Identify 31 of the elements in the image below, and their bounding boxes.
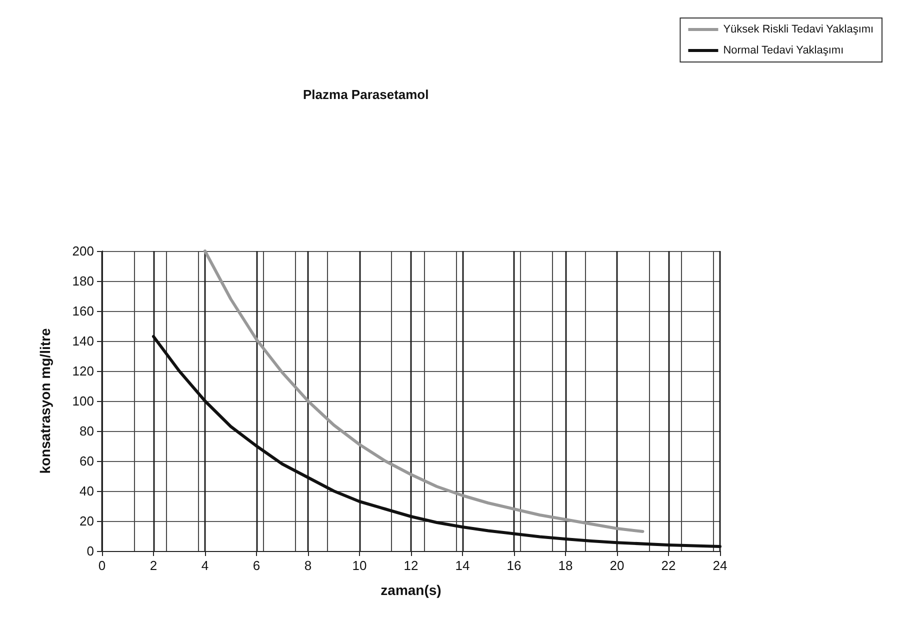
x-tick-label: 22 (661, 558, 676, 573)
legend-label: Normal Tedavi Yaklaşımı (723, 44, 844, 56)
y-tick-label: 140 (72, 334, 94, 348)
x-tick-label: 24 (712, 558, 728, 573)
y-tick-label: 160 (72, 304, 94, 318)
y-axis-title: konsatrasyon mg/litre (37, 328, 53, 474)
y-tick-label: 120 (72, 364, 94, 378)
x-tick-label: 14 (455, 558, 470, 573)
x-tick-label: 4 (201, 558, 209, 573)
x-tick-label: 0 (98, 558, 106, 573)
y-tick-label: 0 (86, 544, 94, 558)
y-tick-label: 100 (72, 394, 94, 408)
x-tick-label: 2 (150, 558, 158, 573)
x-tick-label: 8 (304, 558, 312, 573)
x-tick-label: 12 (404, 558, 418, 573)
x-tick-label: 10 (352, 558, 367, 573)
line-series (204, 250, 644, 533)
line-series (152, 335, 722, 548)
x-tick-label: 16 (506, 558, 522, 573)
chart-title: Plazma Parasetamol (303, 87, 429, 102)
x-tick-label: 20 (610, 558, 624, 573)
x-tick-label: 18 (558, 558, 573, 573)
y-tick-label: 200 (72, 244, 94, 258)
x-tick-label: 6 (252, 558, 260, 573)
legend-label: Yüksek Riskli Tedavi Yaklaşımı (723, 24, 874, 36)
y-tick-label: 40 (80, 484, 94, 498)
y-tick-label: 180 (72, 274, 94, 288)
x-axis-title: zaman(s) (380, 582, 442, 598)
y-tick-label: 60 (80, 454, 94, 468)
y-tick-label: 20 (80, 514, 94, 528)
y-tick-label: 80 (80, 424, 94, 438)
